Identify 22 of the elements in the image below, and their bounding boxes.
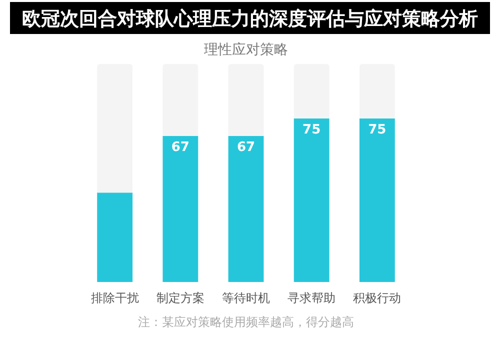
x-tick-label: 积极行动 [353,291,402,305]
data-label: 75 [302,122,321,138]
data-label: 67 [236,140,256,155]
chart-title: 理性应对策略 [204,42,288,58]
x-tick-label: 制定方案 [156,291,204,305]
bar [228,136,264,282]
data-label: 75 [368,122,386,138]
text: 注：某应对策略使用频率越高，得分越高 [138,315,354,329]
data-label: 67 [171,140,190,155]
bar [228,64,264,136]
x-tick-label: 排除干扰 [90,291,139,305]
text: 欧冠次回合对球队心理压力的深度评估与应对策略分析 [22,8,478,30]
bar [162,136,198,282]
bar [294,118,330,282]
bar [97,64,133,193]
x-tick-label: 寻求帮助 [288,291,336,305]
bar [359,64,395,118]
bar [359,118,395,282]
x-tick-label: 等待时机 [222,291,270,305]
bar [97,192,133,282]
bar [294,64,330,118]
bar [162,64,198,136]
